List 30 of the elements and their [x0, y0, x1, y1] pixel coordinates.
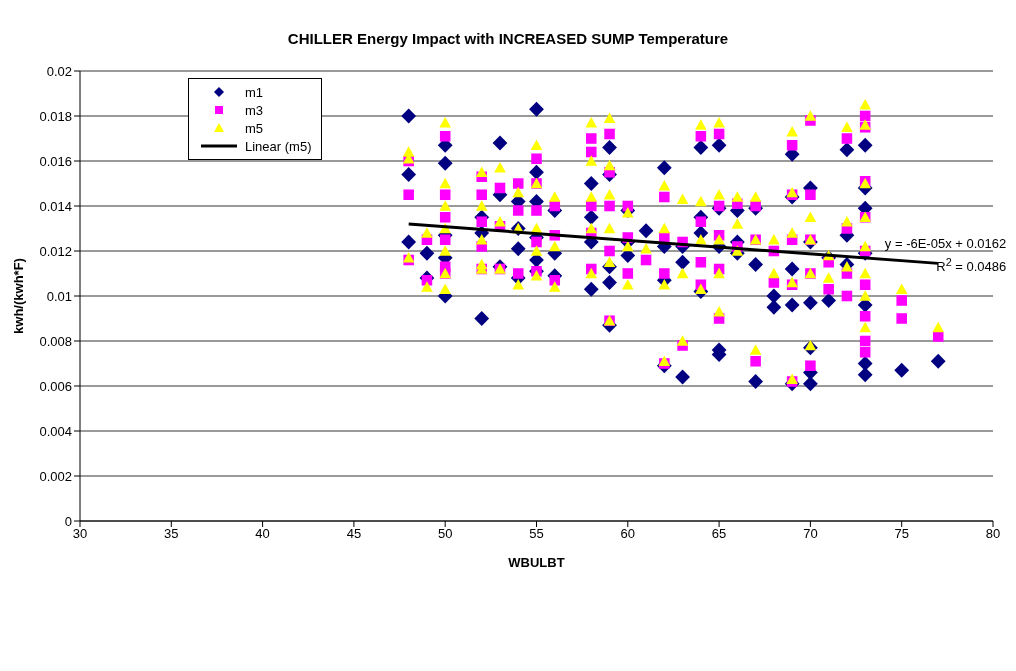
- annotation: y = -6E-05x + 0.0162: [884, 236, 1007, 252]
- x-tick-label: 60: [620, 526, 636, 542]
- x-tick-label: 80: [985, 526, 1001, 542]
- x-tick-label: 35: [164, 526, 179, 542]
- chart-title: CHILLER Energy Impact with INCREASED SUMP Temperature: [286, 30, 730, 47]
- y-tick-label: 0.004: [39, 423, 72, 439]
- y-tick-label: 0.01: [46, 288, 72, 304]
- y-axis-title: kwh/(kwh*F): [10, 258, 26, 334]
- x-tick-label: 75: [894, 526, 909, 542]
- legend-label: m1: [245, 84, 264, 100]
- x-tick-label: 55: [529, 526, 544, 542]
- x-tick-label: 70: [803, 526, 818, 542]
- y-tick-label: 0.016: [39, 153, 72, 169]
- y-tick-label: 0.014: [39, 198, 72, 214]
- y-tick-label: 0.012: [39, 243, 72, 259]
- legend-label: Linear (m5): [245, 138, 312, 154]
- y-tick-label: 0.002: [39, 468, 72, 484]
- y-tick-label: 0.008: [39, 333, 72, 349]
- y-tick-label: 0.02: [46, 63, 72, 79]
- x-tick-label: 65: [711, 526, 727, 542]
- x-tick-label: 50: [437, 526, 453, 542]
- legend-label: m5: [245, 120, 264, 136]
- legend-label: m3: [245, 102, 264, 118]
- y-tick-label: 0.006: [39, 378, 72, 394]
- x-axis-title: WBULBT: [508, 555, 565, 570]
- y-tick-label: 0.018: [39, 108, 72, 124]
- y-tick-label: 0: [64, 513, 72, 529]
- x-tick-label: 30: [72, 526, 88, 542]
- x-tick-label: 45: [346, 526, 362, 542]
- x-tick-label: 40: [255, 526, 270, 542]
